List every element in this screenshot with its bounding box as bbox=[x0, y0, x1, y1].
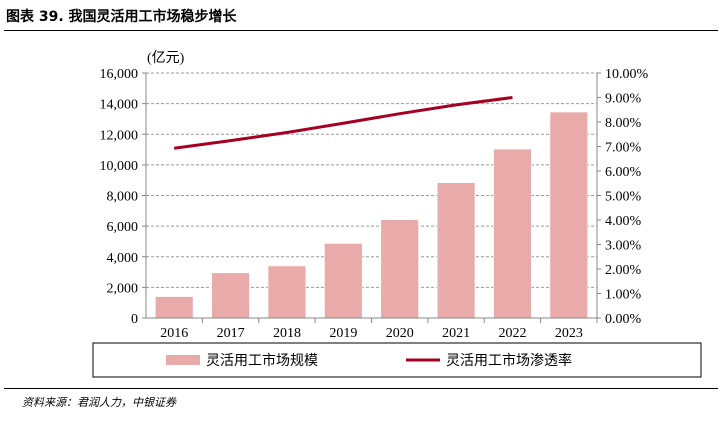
right-tick-label: 4.00% bbox=[605, 214, 642, 229]
bar-2016 bbox=[155, 296, 194, 319]
left-axis-unit: (亿元) bbox=[147, 50, 185, 66]
right-tick-label: 1.00% bbox=[605, 288, 642, 303]
right-tick-label: 10.00% bbox=[605, 67, 649, 82]
legend-label-bar: 灵活用工市场规模 bbox=[206, 352, 318, 369]
legend-bar-swatch bbox=[166, 355, 200, 365]
right-tick-label: 2.00% bbox=[605, 263, 642, 278]
right-tick-label: 9.00% bbox=[605, 92, 642, 107]
bar-2021 bbox=[436, 182, 476, 319]
bar-2017 bbox=[211, 272, 250, 319]
legend-box bbox=[92, 342, 702, 378]
bar-2023 bbox=[549, 111, 588, 319]
bottom-divider bbox=[4, 388, 718, 389]
right-tick-label: 5.00% bbox=[605, 190, 642, 205]
left-tick-label: 14,000 bbox=[100, 98, 139, 113]
figure-title: 图表 39. 我国灵活用工市场稳步增长 bbox=[6, 9, 237, 25]
source-note: 资料来源：君润人力，中银证券 bbox=[22, 396, 176, 409]
right-tick-label: 6.00% bbox=[605, 165, 642, 180]
x-tick-label: 2016 bbox=[160, 326, 188, 341]
right-tick-label: 7.00% bbox=[605, 141, 642, 156]
right-tick-label: 0.00% bbox=[605, 312, 642, 327]
left-tick-label: 2,000 bbox=[107, 281, 139, 296]
left-tick-label: 8,000 bbox=[107, 190, 139, 205]
bar-2020 bbox=[380, 219, 419, 319]
left-tick-label: 16,000 bbox=[100, 67, 139, 82]
right-tick-label: 8.00% bbox=[605, 116, 642, 131]
left-tick-label: 6,000 bbox=[107, 220, 139, 235]
bar-2018 bbox=[267, 265, 307, 319]
x-tick-label: 2017 bbox=[217, 326, 245, 341]
bar-2022 bbox=[493, 148, 532, 319]
penetration-line bbox=[173, 96, 513, 150]
x-tick-label: 2021 bbox=[442, 326, 470, 341]
left-tick-label: 4,000 bbox=[107, 251, 139, 266]
x-tick-label: 2023 bbox=[555, 326, 583, 341]
x-tick-label: 2018 bbox=[273, 326, 301, 341]
x-tick-label: 2020 bbox=[386, 326, 414, 341]
left-tick-label: 10,000 bbox=[100, 159, 139, 174]
bar-2019 bbox=[324, 243, 363, 319]
left-tick-label: 0 bbox=[131, 312, 138, 327]
legend-label-line: 灵活用工市场渗透率 bbox=[446, 352, 572, 369]
right-tick-label: 3.00% bbox=[605, 239, 642, 254]
x-tick-label: 2022 bbox=[498, 326, 526, 341]
top-divider bbox=[4, 30, 718, 31]
x-tick-label: 2019 bbox=[329, 326, 357, 341]
left-tick-label: 12,000 bbox=[100, 128, 139, 143]
